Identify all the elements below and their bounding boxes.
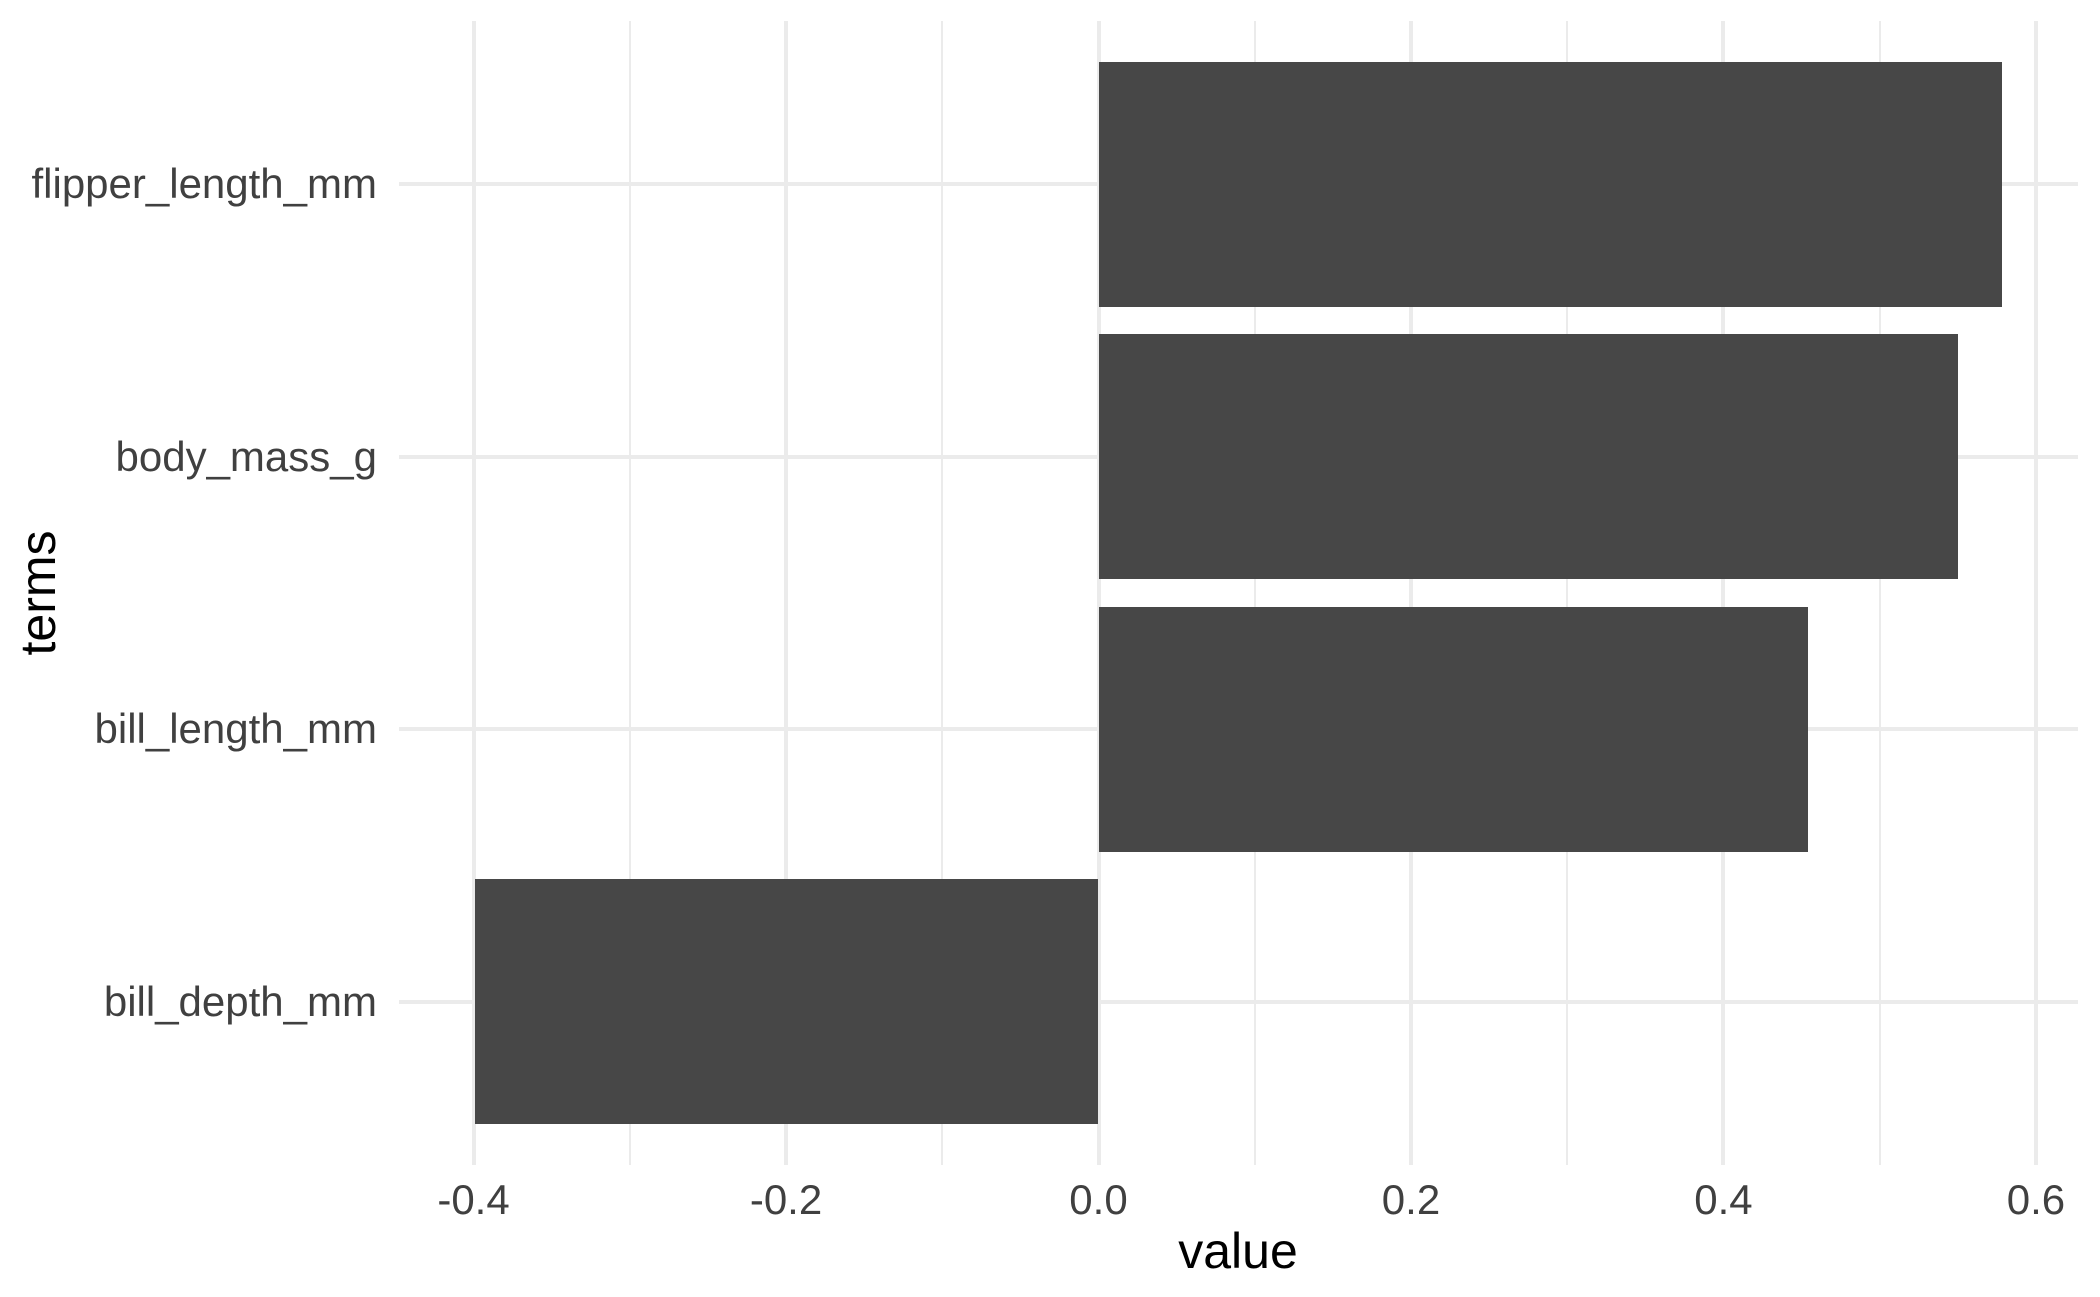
gridline-major-vertical — [1721, 21, 1726, 1165]
category-label: body_mass_g — [115, 432, 378, 480]
gridline-minor-vertical — [1566, 21, 1569, 1165]
x-tick-label: -0.4 — [437, 1176, 510, 1223]
gridline-major-vertical — [1408, 21, 1413, 1165]
gridline-major-horizontal — [399, 999, 2078, 1004]
gridline-minor-vertical — [628, 21, 631, 1165]
x-tick-label: 0.6 — [2006, 1176, 2066, 1223]
gridline-major-vertical — [471, 21, 476, 1165]
gridline-major-vertical — [2033, 21, 2038, 1165]
category-label: bill_length_mm — [94, 705, 377, 753]
bar-flipper_length_mm — [1098, 61, 2002, 307]
gridline-major-vertical — [784, 21, 789, 1165]
x-tick-label: 0.0 — [1069, 1176, 1128, 1223]
bar-bill_depth_mm — [475, 879, 1099, 1125]
gridline-minor-vertical — [1253, 21, 1256, 1165]
category-label: bill_depth_mm — [103, 977, 377, 1025]
bar-bill_length_mm — [1098, 606, 1808, 852]
x-tick-label: -0.2 — [749, 1176, 823, 1223]
x-axis-title: value — [1178, 1223, 1298, 1279]
gridline-major-vertical — [1096, 21, 1101, 1165]
x-tick-label: 0.2 — [1381, 1176, 1441, 1223]
bar-body_mass_g — [1098, 334, 1958, 580]
gridline-minor-vertical — [941, 21, 944, 1165]
y-axis-title: terms — [10, 530, 66, 656]
x-tick-label: 0.4 — [1694, 1176, 1753, 1223]
category-label: flipper_length_mm — [31, 160, 377, 208]
plot-panel — [399, 21, 2078, 1165]
gridline-minor-vertical — [1878, 21, 1881, 1165]
